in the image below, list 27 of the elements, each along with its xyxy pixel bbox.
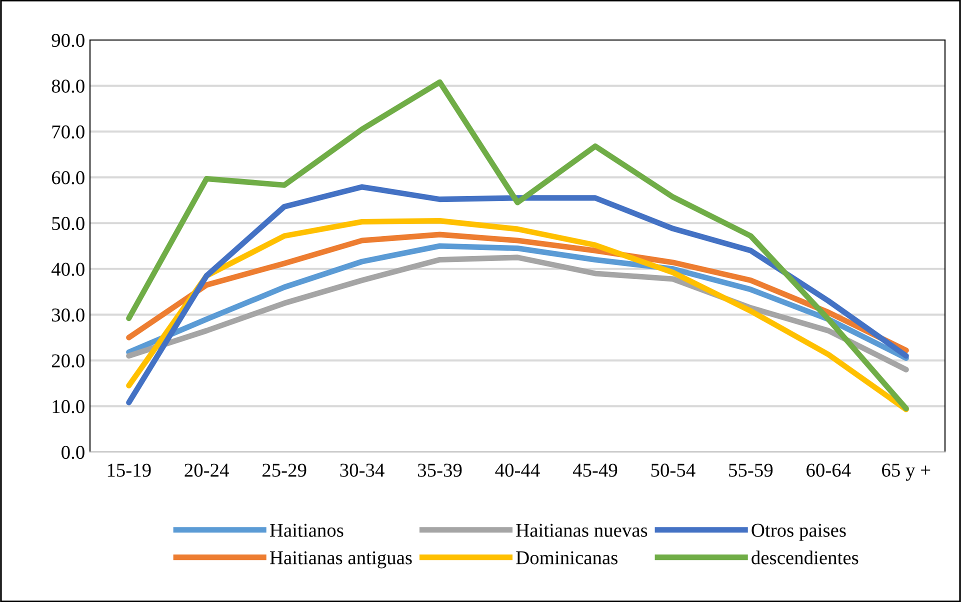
y-tick-label: 20.0 (52, 354, 84, 368)
legend-label: descendientes (752, 550, 858, 564)
legend-label: Haitianos (270, 524, 344, 537)
y-tick-label: 10.0 (52, 400, 84, 414)
x-tick-label: 60-64 (806, 464, 851, 477)
y-tick-label: 40.0 (51, 262, 84, 276)
x-tick-label: 35-39 (418, 464, 462, 477)
x-tick-label: 20-24 (184, 464, 229, 477)
x-tick-label: 30-34 (340, 464, 384, 477)
x-tick-label: 40-44 (495, 464, 540, 477)
y-tick-label: 90.0 (52, 34, 84, 48)
legend-label: Haitianas nuevas (516, 524, 648, 537)
x-tick-label: 50-54 (651, 464, 696, 477)
y-tick-label: 70.0 (52, 125, 84, 139)
x-tick-label: 65 y + (882, 464, 930, 481)
x-tick-label: 15-19 (108, 464, 151, 477)
x-tick-label: 45-49 (572, 464, 618, 477)
y-tick-label: 80.0 (52, 80, 84, 93)
y-tick-label: 30.0 (52, 308, 84, 322)
x-tick-label: 55-59 (729, 464, 773, 477)
legend-label: Otros paises (752, 524, 846, 541)
y-tick-label: 0.0 (62, 446, 84, 460)
legend-label: Haitianas antiguas (270, 551, 412, 568)
y-tick-label: 50.0 (52, 216, 84, 230)
y-tick-label: 60.0 (52, 171, 84, 184)
legend-label: Dominicanas (516, 551, 618, 564)
x-tick-label: 25-29 (262, 464, 306, 477)
